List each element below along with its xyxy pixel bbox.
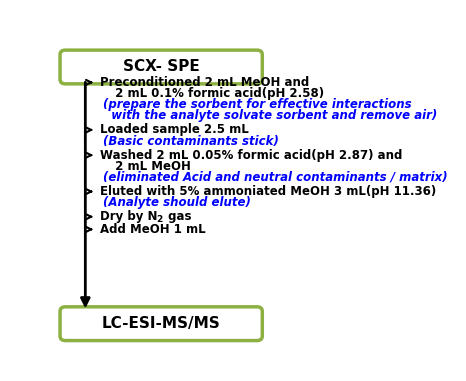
Text: Dry by N: Dry by N [100,210,158,223]
Text: Add MeOH 1 mL: Add MeOH 1 mL [100,223,206,236]
Text: Preconditioned 2 mL MeOH and: Preconditioned 2 mL MeOH and [100,76,309,89]
FancyBboxPatch shape [60,50,262,84]
Text: Loaded sample 2.5 mL: Loaded sample 2.5 mL [100,123,248,136]
Text: 2 mL 0.1% formic acid(pH 2.58): 2 mL 0.1% formic acid(pH 2.58) [107,87,324,100]
Text: 2: 2 [156,215,162,224]
Text: 2 mL MeOH: 2 mL MeOH [107,160,191,173]
Text: gas: gas [164,210,192,223]
Text: (Basic contaminants stick): (Basic contaminants stick) [103,134,279,147]
Text: (prepare the sorbent for effective interactions: (prepare the sorbent for effective inter… [103,98,412,111]
Text: LC-ESI-MS/MS: LC-ESI-MS/MS [102,316,220,331]
Text: (Analyte should elute): (Analyte should elute) [103,196,251,209]
Text: (eliminated Acid and neutral contaminants / matrix): (eliminated Acid and neutral contaminant… [103,171,448,184]
Text: Washed 2 mL 0.05% formic acid(pH 2.87) and: Washed 2 mL 0.05% formic acid(pH 2.87) a… [100,149,402,162]
FancyBboxPatch shape [60,307,262,341]
Text: SCX- SPE: SCX- SPE [123,59,199,75]
Text: with the analyte solvate sorbent and remove air): with the analyte solvate sorbent and rem… [103,109,438,122]
Text: Eluted with 5% ammoniated MeOH 3 mL(pH 11.36): Eluted with 5% ammoniated MeOH 3 mL(pH 1… [100,185,436,198]
